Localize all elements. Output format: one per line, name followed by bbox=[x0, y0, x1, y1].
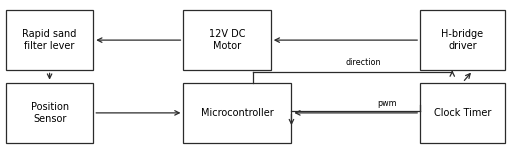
Bar bbox=[420, 10, 505, 70]
Bar bbox=[6, 83, 93, 143]
Bar bbox=[183, 10, 271, 70]
Text: Position
Sensor: Position Sensor bbox=[30, 102, 69, 124]
Text: Microcontroller: Microcontroller bbox=[201, 108, 274, 118]
Bar bbox=[6, 10, 93, 70]
Text: Rapid sand
filter lever: Rapid sand filter lever bbox=[22, 29, 77, 51]
Text: pwm: pwm bbox=[377, 99, 396, 108]
Text: H-bridge
driver: H-bridge driver bbox=[442, 29, 483, 51]
Bar bbox=[183, 83, 292, 143]
Bar bbox=[420, 83, 505, 143]
Text: 12V DC
Motor: 12V DC Motor bbox=[209, 29, 246, 51]
Text: direction: direction bbox=[345, 58, 381, 67]
Text: Clock Timer: Clock Timer bbox=[434, 108, 491, 118]
